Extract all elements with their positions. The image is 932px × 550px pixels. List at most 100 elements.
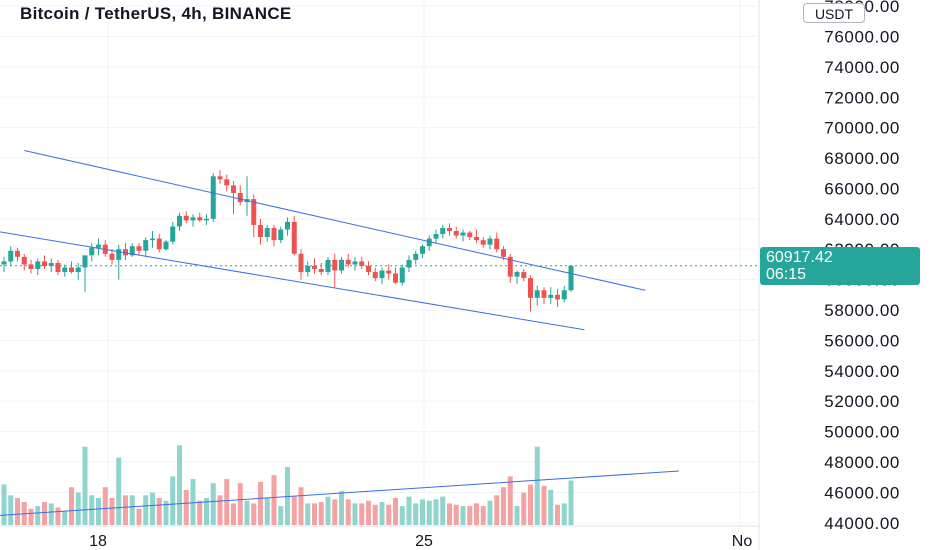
- volume-bar: [204, 498, 209, 525]
- candle-body: [258, 224, 263, 238]
- candle-body: [109, 253, 115, 260]
- volume-bar: [170, 476, 176, 525]
- candle-body: [393, 273, 398, 283]
- volume-bar: [210, 483, 216, 525]
- volume-bar: [393, 498, 398, 525]
- candle-body: [467, 232, 473, 238]
- candle-body: [298, 253, 304, 273]
- candle-body: [170, 226, 176, 242]
- upper-channel-trendline: [24, 149, 646, 291]
- candle-body: [447, 227, 452, 232]
- candle-body: [379, 270, 385, 279]
- candle-body: [69, 267, 74, 273]
- volume-bar: [150, 492, 155, 525]
- candle-body: [528, 278, 533, 298]
- volume-bar: [339, 491, 344, 525]
- price-tick-label: 70000.00: [824, 119, 900, 138]
- candle-body: [318, 269, 324, 273]
- candle-body: [453, 231, 459, 236]
- price-tick-label: 46000.00: [824, 483, 900, 502]
- candle-body: [285, 221, 290, 230]
- volume-bar: [69, 487, 74, 525]
- price-tick-label: 58000.00: [824, 301, 900, 320]
- lower-channel-trendline: [0, 231, 585, 331]
- volume-bar: [291, 496, 297, 525]
- currency-badge[interactable]: USDT: [803, 3, 865, 23]
- volume-bar: [433, 499, 439, 525]
- price-tick-label: 64000.00: [824, 210, 900, 229]
- volume-bar: [332, 499, 338, 525]
- volume-bar: [224, 479, 230, 525]
- volume-bar: [156, 498, 162, 525]
- volume-bar: [96, 498, 101, 525]
- volume-bar: [237, 483, 243, 525]
- volume-bar: [183, 489, 189, 525]
- grid: [0, 0, 757, 525]
- candle-body: [150, 238, 155, 241]
- volume-bar: [75, 492, 81, 525]
- candle-body: [15, 250, 20, 257]
- volume-bar: [48, 503, 54, 525]
- volume-bar: [453, 504, 459, 525]
- volume-bar: [447, 503, 452, 525]
- volume-bar: [426, 500, 432, 525]
- volume-bar: [514, 506, 520, 525]
- volume-bar: [359, 503, 365, 525]
- price-tick-label: 48000.00: [824, 453, 900, 472]
- volume-trendline: [0, 470, 680, 516]
- candle-body: [359, 261, 365, 266]
- candle-body: [163, 241, 169, 250]
- candle-body: [514, 272, 520, 277]
- volume-bar: [62, 511, 68, 525]
- candle-body: [386, 270, 392, 274]
- volume-bar: [474, 503, 479, 525]
- candle-body: [312, 265, 317, 269]
- volume-bar: [231, 503, 236, 525]
- candle-body: [291, 221, 297, 254]
- candle-body: [136, 246, 142, 251]
- volume-bar: [318, 502, 324, 525]
- volume-bar: [42, 502, 47, 525]
- candle-body: [42, 261, 47, 266]
- price-tick-label: 68000.00: [824, 149, 900, 168]
- volume-bar: [312, 503, 317, 525]
- volume-bar: [555, 504, 560, 525]
- volume-bar: [163, 500, 169, 525]
- price-tick-label: 56000.00: [824, 331, 900, 350]
- candle-body: [48, 262, 54, 266]
- volume-bar: [1, 484, 7, 525]
- candle-body: [271, 227, 277, 241]
- candle-body: [568, 265, 574, 291]
- volume-bar: [568, 480, 574, 525]
- candle-body: [413, 253, 419, 260]
- volume-bar: [264, 498, 270, 525]
- candle-body: [406, 259, 412, 268]
- candle-body: [177, 215, 182, 227]
- volume-bar: [271, 475, 277, 525]
- volume-bar: [386, 504, 392, 525]
- volume-bar: [534, 446, 540, 525]
- candle-body: [197, 217, 203, 221]
- volume-bar: [136, 508, 142, 525]
- volume-bar: [143, 495, 149, 525]
- volume-bar: [413, 503, 419, 525]
- candle-body: [487, 238, 493, 245]
- volume-bar: [8, 495, 14, 525]
- candle-body: [345, 259, 351, 265]
- volume-bar: [366, 500, 371, 525]
- price-tick-label: 44000.00: [824, 514, 900, 533]
- volume-bar: [116, 457, 122, 525]
- time-axis[interactable]: 18 25 No: [0, 525, 759, 550]
- volume-bar: [420, 499, 425, 525]
- candle-body: [21, 256, 27, 265]
- volume-bar: [15, 498, 20, 525]
- volume-bar: [521, 492, 527, 525]
- volume-bar: [177, 445, 182, 525]
- candle-body: [521, 272, 527, 279]
- volume-bar: [109, 498, 115, 525]
- volume-trendline: [0, 470, 680, 516]
- volume-bar: [305, 503, 311, 525]
- candle-body: [123, 249, 128, 256]
- price-tick-label: 66000.00: [824, 179, 900, 198]
